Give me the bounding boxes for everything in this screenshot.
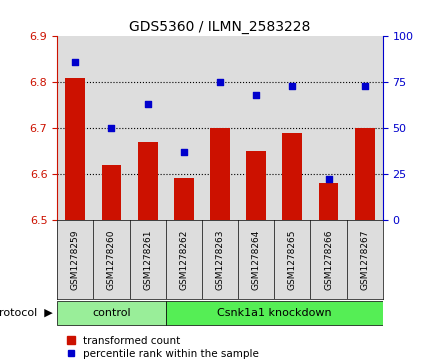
Point: [72, 59, 79, 65]
Point: [180, 149, 187, 155]
Bar: [102, 164, 121, 220]
Bar: [129, 36, 166, 220]
Text: GSM1278265: GSM1278265: [288, 229, 297, 290]
Point: [361, 83, 368, 89]
Point: [253, 92, 260, 98]
Point: [144, 101, 151, 107]
Bar: [246, 151, 266, 220]
Point: [325, 176, 332, 182]
Text: GSM1278262: GSM1278262: [180, 229, 188, 290]
Bar: [319, 183, 338, 220]
Bar: [238, 36, 274, 220]
FancyBboxPatch shape: [166, 301, 383, 325]
Bar: [311, 36, 347, 220]
Bar: [57, 36, 93, 220]
Text: GSM1278263: GSM1278263: [216, 229, 224, 290]
Text: GSM1278261: GSM1278261: [143, 229, 152, 290]
Point: [216, 79, 224, 85]
Text: Csnk1a1 knockdown: Csnk1a1 knockdown: [217, 308, 332, 318]
Bar: [138, 142, 158, 220]
Bar: [174, 178, 194, 220]
Text: GSM1278264: GSM1278264: [252, 229, 260, 290]
Bar: [355, 128, 375, 220]
Bar: [166, 36, 202, 220]
Bar: [93, 36, 129, 220]
Point: [289, 83, 296, 89]
Bar: [274, 36, 311, 220]
Text: GSM1278267: GSM1278267: [360, 229, 369, 290]
Legend: transformed count, percentile rank within the sample: transformed count, percentile rank withi…: [62, 332, 263, 363]
Text: GSM1278266: GSM1278266: [324, 229, 333, 290]
Title: GDS5360 / ILMN_2583228: GDS5360 / ILMN_2583228: [129, 20, 311, 34]
Bar: [202, 36, 238, 220]
Bar: [210, 128, 230, 220]
Bar: [282, 132, 302, 220]
Bar: [66, 78, 85, 220]
Text: GSM1278260: GSM1278260: [107, 229, 116, 290]
Point: [108, 125, 115, 131]
Text: GSM1278259: GSM1278259: [71, 229, 80, 290]
Text: control: control: [92, 308, 131, 318]
FancyBboxPatch shape: [57, 301, 166, 325]
Bar: [347, 36, 383, 220]
Text: protocol  ▶: protocol ▶: [0, 308, 53, 318]
